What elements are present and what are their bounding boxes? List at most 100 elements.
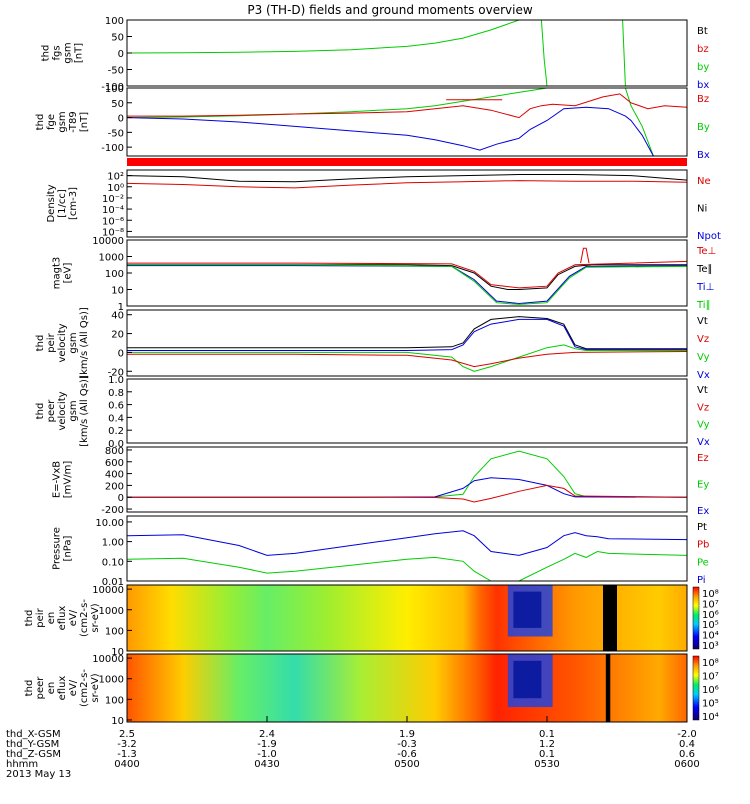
x-row-label: hhmm	[6, 759, 38, 770]
y-tick-label: 0.8	[108, 388, 124, 399]
series-line	[126, 87, 548, 119]
y-tick-label: 400	[105, 470, 124, 481]
x-row-label: thd_X-GSM	[6, 729, 61, 740]
status-bar	[127, 158, 687, 166]
panel-fge: 100 50 0 -50 -100 thd fge gsm -T89 [nT] Bz By Bx	[35, 84, 710, 161]
legend-entry: Vy	[697, 352, 710, 363]
series-line	[127, 351, 688, 368]
legend-entry: Te⊥	[696, 246, 716, 257]
y-tick-label: 10	[111, 286, 124, 297]
x-tick-value: -0.6	[397, 749, 417, 760]
panel-fgs: 100 50 0 -50 -100 thd fgs gsm [nT] Bt bz by bx	[41, 16, 710, 93]
y-axis-label: gsm	[68, 332, 79, 353]
legend-entry: Ex	[697, 506, 709, 517]
legend-entry: Ez	[697, 453, 709, 464]
y-tick-label: 100	[105, 84, 124, 95]
y-axis-label: peir	[35, 607, 46, 627]
y-axis-label: velocity	[57, 391, 68, 430]
y-tick-label: 1	[118, 302, 124, 313]
y-axis-label: [km/s (All Qs)]	[79, 307, 90, 379]
y-tick-label: 800	[105, 446, 124, 457]
panel-frame	[126, 87, 688, 157]
y-tick-label: 200	[105, 481, 124, 492]
y-axis-label: peer	[35, 676, 46, 700]
y-axis-label: [eV]	[63, 263, 74, 284]
colorbar-label: 10⁶	[702, 685, 719, 696]
figure-title: P3 (TH-D) fields and ground moments over…	[247, 3, 532, 17]
legend-entry: bz	[697, 44, 709, 55]
y-axis-label: -T89	[68, 111, 79, 133]
y-tick-label: 1.00	[102, 538, 124, 549]
x-tick-value: 0400	[114, 759, 139, 770]
y-axis-label: gsm	[68, 400, 79, 421]
y-tick-label: 10⁻²	[102, 194, 124, 205]
y-tick-label: 10⁻⁴	[102, 205, 124, 216]
y-tick-label: 10²	[107, 172, 124, 183]
legend-entry: Pi	[697, 575, 706, 586]
x-tick-value: 1.9	[399, 729, 415, 740]
legend-entry: Ey	[697, 480, 709, 491]
colorbar-label: 10⁵	[702, 699, 719, 710]
heatmap-field	[127, 585, 687, 651]
y-tick-label: 1.0	[108, 375, 124, 386]
y-tick-label: 10	[111, 647, 124, 658]
y-axis-label: Density	[46, 184, 57, 222]
legend-entry: Vx	[697, 437, 710, 448]
legend-entry: Te∥	[696, 264, 713, 275]
y-axis-label: en	[46, 682, 57, 695]
y-tick-label: 0	[118, 114, 124, 125]
y-tick-label: -100	[101, 143, 124, 154]
y-tick-label: -50	[108, 128, 124, 139]
y-tick-label: 10⁻⁸	[102, 227, 124, 238]
y-axis-label: fgs	[52, 45, 63, 60]
y-tick-label: 0.2	[108, 426, 124, 437]
series-line	[127, 93, 688, 119]
y-axis-label: eV/	[68, 679, 79, 696]
legend-entry: Vz	[697, 334, 709, 345]
y-axis-label: (cm2-s-	[79, 599, 90, 637]
panel-peer: 1.0 0.8 0.60.4 0.2 0.0 thd peer velocity gsm [km/…	[35, 375, 710, 450]
legend-entry: Npot	[697, 231, 721, 242]
x-tick-value: 2.4	[259, 729, 275, 740]
y-tick-label: 0.0	[108, 439, 124, 450]
y-axis-label: Pressure	[52, 527, 63, 570]
legend-entry: Bx	[697, 150, 710, 161]
x-tick-value: 0600	[674, 759, 699, 770]
y-tick-label: 10000	[92, 585, 124, 596]
panel-peir: 40 20 0 -20 thd peir velocity gsm [km/s (All Qs)…	[35, 307, 710, 381]
panel-frame	[126, 378, 688, 444]
data-gap	[605, 654, 611, 722]
y-axis-label: gsm	[63, 42, 74, 63]
y-axis-label: peir	[46, 332, 57, 352]
y-axis-label: [nT]	[79, 112, 90, 132]
panel-frame	[126, 584, 688, 652]
y-axis-label: thd	[24, 680, 35, 697]
y-tick-label: 100	[105, 16, 124, 27]
x-tick-value: -3.2	[117, 739, 137, 750]
y-tick-label: 100	[105, 269, 124, 280]
series-line	[127, 260, 688, 289]
legend-entry: Vx	[697, 370, 710, 381]
y-tick-label: 20	[111, 330, 124, 341]
y-tick-label: 10⁰	[107, 183, 124, 194]
legend-entry: Vt	[697, 316, 708, 327]
y-axis-label: [mV/m]	[63, 461, 74, 499]
y-axis-label: thd	[24, 610, 35, 627]
panel-frame	[126, 446, 688, 513]
y-tick-label: 1000	[99, 253, 124, 264]
y-axis-label: eflux	[57, 676, 68, 701]
x-row-label: thd_Y-GSM	[6, 739, 59, 750]
legend-entry: Bt	[697, 26, 708, 37]
legend-entry: Vz	[697, 402, 709, 413]
x-tick-value: 0.1	[539, 729, 555, 740]
heatmap-field	[127, 654, 687, 722]
y-tick-label: 0.4	[108, 413, 124, 424]
series-line	[127, 264, 687, 290]
series-line	[127, 450, 688, 498]
series-line	[126, 530, 688, 556]
series-line	[126, 550, 688, 582]
